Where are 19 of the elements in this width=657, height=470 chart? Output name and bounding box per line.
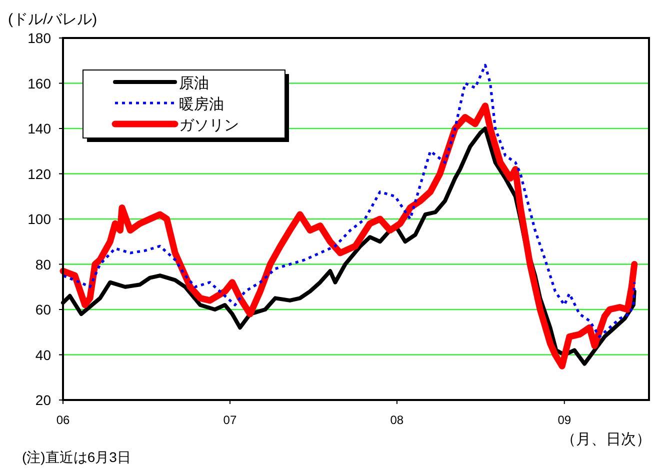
y-tick-label: 140 [28, 120, 52, 136]
y-tick-label: 120 [28, 166, 52, 182]
y-axis-title: (ドル/バレル) [8, 11, 98, 28]
y-tick-label: 40 [35, 346, 52, 363]
x-axis-title: （月、日次） [561, 431, 651, 448]
x-tick-label: 09 [558, 413, 572, 427]
y-tick-label: 180 [28, 30, 52, 46]
y-tick-label: 80 [35, 256, 52, 272]
x-tick-label: 08 [390, 413, 404, 427]
legend-label: 原油 [179, 75, 209, 92]
text: (注)直近は6月3日 [22, 449, 131, 465]
legend-label: 暖房油 [179, 96, 224, 113]
y-tick-label: 60 [35, 302, 52, 318]
y-tick-label: 160 [28, 75, 52, 92]
legend-label: ガソリン [179, 117, 239, 134]
x-tick-label: 06 [56, 413, 70, 427]
x-tick-label: 07 [223, 413, 237, 427]
y-tick-label: 20 [35, 392, 52, 408]
y-tick-label: 100 [28, 211, 52, 227]
